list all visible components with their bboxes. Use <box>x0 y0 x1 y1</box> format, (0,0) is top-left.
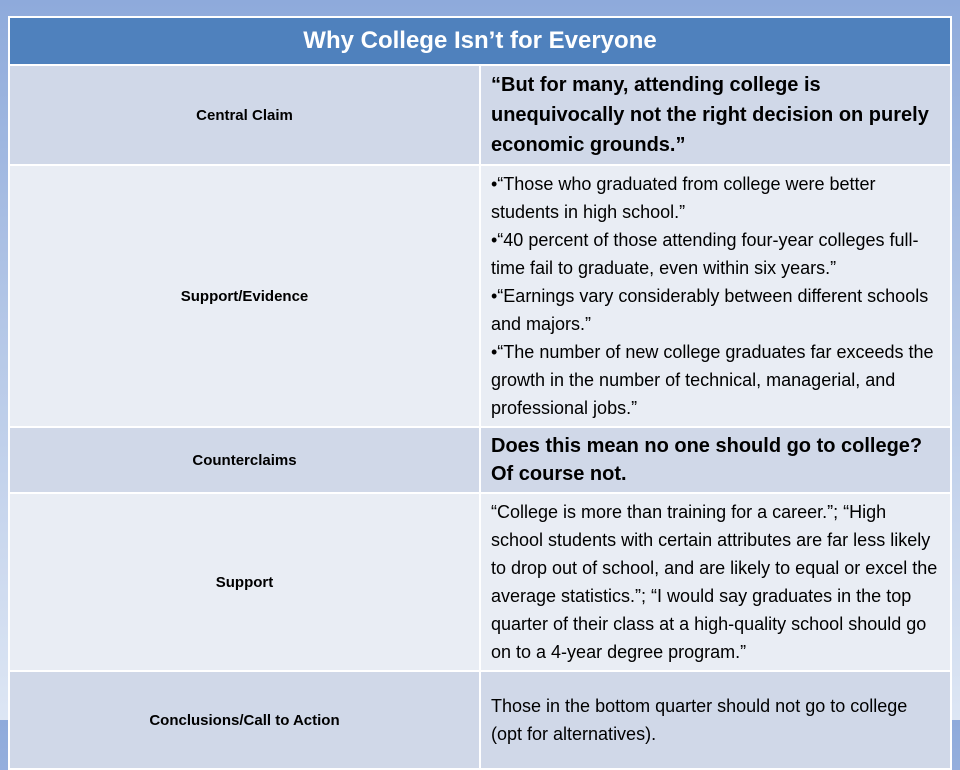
central-claim-text: “But for many, attending college is uneq… <box>479 64 952 166</box>
row-label-counterclaims: Counterclaims <box>8 426 481 494</box>
table-row-counterclaims: Counterclaims Does this mean no one shou… <box>8 426 952 494</box>
table-row-central-claim: Central Claim “But for many, attending c… <box>8 64 952 166</box>
evidence-item: •“40 percent of those attending four-yea… <box>491 230 919 278</box>
evidence-item: •“The number of new college graduates fa… <box>491 342 934 418</box>
table-title: Why College Isn’t for Everyone <box>8 16 952 66</box>
row-label-central-claim: Central Claim <box>8 64 481 166</box>
conclusion-text: Those in the bottom quarter should not g… <box>479 670 952 770</box>
table-row-support: Support “College is more than training f… <box>8 492 952 672</box>
evidence-item: •“Earnings vary considerably between dif… <box>491 286 929 334</box>
evidence-list: •“Those who graduated from college were … <box>479 164 952 428</box>
table-row-support-evidence: Support/Evidence •“Those who graduated f… <box>8 164 952 428</box>
row-label-support-evidence: Support/Evidence <box>8 164 481 428</box>
argument-table: Why College Isn’t for Everyone Central C… <box>8 16 952 770</box>
evidence-item: •“Those who graduated from college were … <box>491 174 876 222</box>
support-text: “College is more than training for a car… <box>479 492 952 672</box>
counterclaim-text: Does this mean no one should go to colle… <box>479 426 952 494</box>
row-label-support: Support <box>8 492 481 672</box>
row-label-conclusions: Conclusions/Call to Action <box>8 670 481 770</box>
table-row-conclusions: Conclusions/Call to Action Those in the … <box>8 670 952 770</box>
